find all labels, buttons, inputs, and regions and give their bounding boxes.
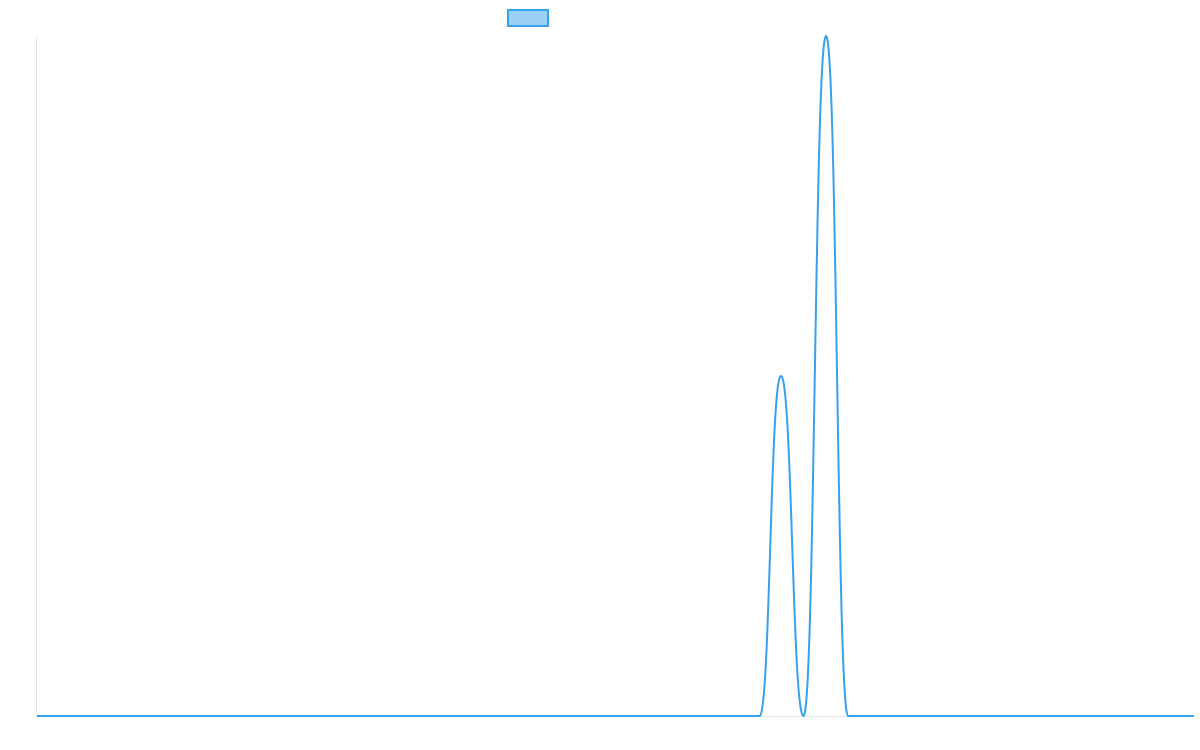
series-group: [37, 35, 1194, 717]
legend-swatch[interactable]: [507, 9, 549, 27]
series-line: [37, 35, 1194, 717]
legend: [507, 9, 549, 27]
